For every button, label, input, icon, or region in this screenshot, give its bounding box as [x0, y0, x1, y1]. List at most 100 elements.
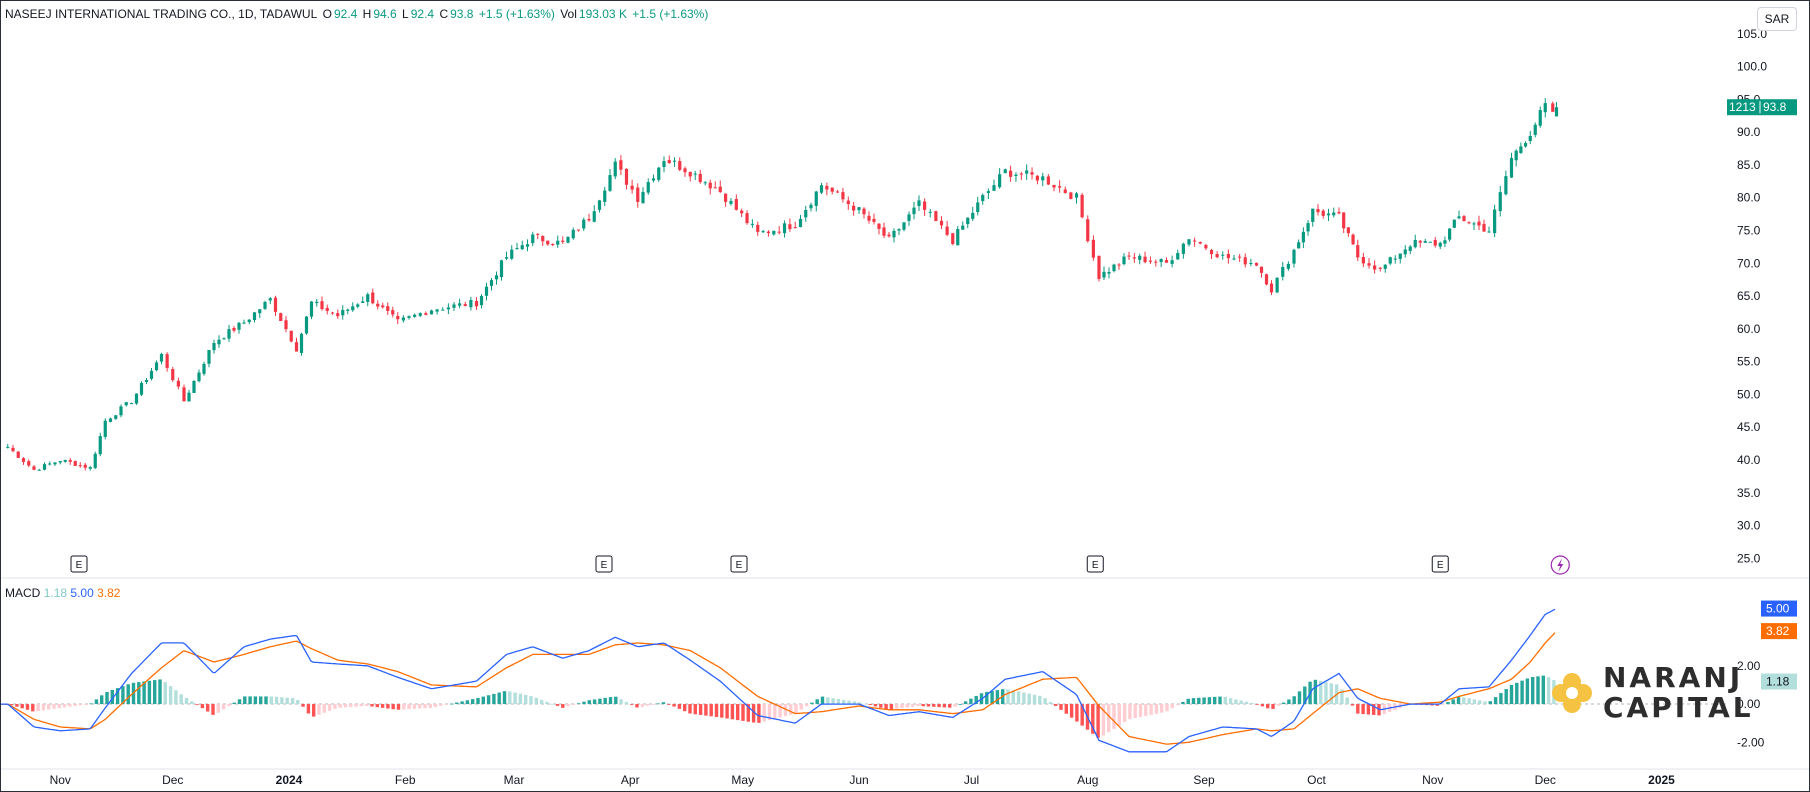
macd-hist-bar — [327, 704, 332, 711]
candle-body — [678, 161, 682, 170]
macd-hist-bar — [407, 704, 411, 710]
candle-body — [998, 174, 1002, 188]
macd-hist-bar — [693, 704, 697, 715]
lightning-bolt-icon — [1557, 558, 1564, 572]
candle-body — [582, 219, 586, 229]
price-axis-tick: 65.0 — [1737, 289, 1761, 303]
candle-body — [1209, 249, 1214, 255]
macd-hist-bar — [836, 699, 841, 705]
macd-hist-bar — [831, 698, 835, 705]
candle-body — [1523, 143, 1528, 147]
macd-hist-bar — [1435, 704, 1439, 706]
candle-body — [1232, 258, 1236, 260]
candle-body — [1428, 241, 1432, 243]
candle-body — [320, 301, 324, 310]
earnings-event-marker[interactable]: E — [1431, 555, 1449, 573]
macd-hist-bar — [1234, 699, 1238, 705]
time-axis-label: Jun — [849, 773, 868, 787]
macd-hist-bar — [190, 701, 194, 705]
macd-hist-bar — [312, 704, 316, 717]
macd-hist-bar — [1456, 696, 1461, 705]
macd-hist-bar — [1546, 677, 1551, 705]
currency-button[interactable]: SAR — [1757, 7, 1797, 31]
candle-body — [237, 322, 241, 330]
macd-hist-bar — [1366, 704, 1371, 715]
candle-body — [713, 187, 717, 189]
macd-hist-bar — [1107, 704, 1111, 733]
macd-hist-bar — [1054, 704, 1058, 706]
high-label: H — [362, 7, 372, 21]
macd-hist-bar — [1536, 676, 1540, 705]
macd-hist-bar — [667, 704, 671, 705]
macd-hist-bar — [1043, 698, 1047, 705]
macd-title[interactable]: MACD — [5, 586, 41, 600]
macd-hist-bar — [1170, 704, 1174, 709]
macd-hist-bar — [455, 702, 459, 705]
candle-body — [761, 231, 765, 233]
candle-body — [772, 230, 776, 235]
candle-body — [1457, 216, 1461, 219]
candle-body — [729, 200, 733, 204]
macd-hist-bar — [301, 704, 305, 707]
candle-body — [479, 296, 484, 306]
candle-body — [804, 210, 808, 218]
macd-hist-bar — [1292, 696, 1296, 705]
macd-hist-bar — [502, 691, 507, 705]
candle-body — [494, 275, 499, 280]
macd-hist-bar — [439, 704, 443, 706]
candle-body — [1030, 172, 1034, 175]
symbol-header: NASEEJ INTERNATIONAL TRADING CO., 1D, TA… — [5, 7, 710, 21]
event-marker-box — [1431, 555, 1449, 573]
earnings-event-marker[interactable]: E — [70, 555, 88, 573]
macd-hist-bar — [1149, 704, 1153, 715]
candle-body — [619, 160, 623, 170]
macd-hist-bar — [100, 695, 104, 705]
event-marker-box — [1086, 555, 1104, 573]
macd-hist-bar — [704, 704, 708, 716]
earnings-event-marker[interactable]: E — [1086, 555, 1104, 573]
macd-hist-bar — [789, 704, 793, 715]
candle-body — [1514, 150, 1518, 161]
candle-body — [1361, 257, 1365, 264]
candle-body — [1423, 241, 1427, 243]
candle-body — [376, 303, 380, 307]
volume-label: Vol — [560, 7, 577, 21]
time-axis-label: May — [731, 773, 754, 787]
macd-hist-bar — [1319, 680, 1323, 705]
symbol-title[interactable]: NASEEJ INTERNATIONAL TRADING CO., 1D, TA… — [5, 7, 318, 21]
candle-body — [841, 192, 845, 200]
earnings-event-marker[interactable]: E — [730, 555, 748, 573]
candle-body — [351, 306, 355, 311]
candle-body — [1383, 264, 1387, 269]
candle-body — [37, 469, 41, 471]
macd-hist-bar — [41, 704, 46, 711]
macd-hist-bar — [842, 699, 846, 705]
macd-hist-bar — [1032, 694, 1037, 705]
candle-body — [939, 220, 944, 226]
candle-body — [1112, 264, 1116, 272]
event-marker-label: E — [76, 560, 83, 571]
candle-body — [1413, 239, 1417, 248]
candle-body — [745, 213, 749, 224]
macd-hist-bar — [62, 704, 67, 708]
candle-body — [247, 319, 251, 323]
candle-body — [1176, 253, 1180, 260]
macd-hist-bar — [163, 682, 167, 705]
macd-hist-bar — [1345, 697, 1349, 705]
macd-axis-tick: 2.00 — [1737, 659, 1761, 673]
candle-body — [1014, 174, 1018, 176]
macd-hist-bar — [942, 704, 947, 708]
candle-body — [887, 234, 891, 237]
macd-hist-bar — [524, 694, 528, 705]
event-marker-box — [730, 555, 748, 573]
candle-body — [835, 191, 840, 193]
candle-body — [1398, 253, 1402, 259]
candle-body — [1052, 184, 1056, 188]
candle-body — [510, 249, 514, 259]
macd-hist-bar — [1228, 698, 1233, 705]
candle-body — [217, 339, 221, 345]
price-axis-tick: 90.0 — [1737, 125, 1761, 139]
earnings-event-marker[interactable]: E — [595, 555, 613, 573]
